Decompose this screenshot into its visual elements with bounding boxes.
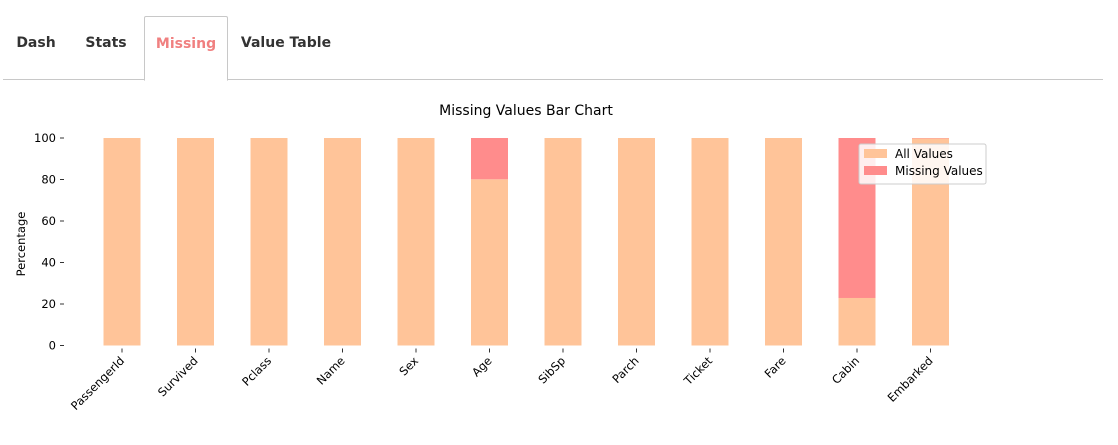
y-axis-label: Percentage [14, 212, 28, 277]
legend: All Values Missing Values [858, 143, 987, 185]
legend-label-all-values: All Values [895, 147, 953, 161]
x-tick-label: Pclass [239, 354, 274, 389]
tab-bar: Dash Stats Missing Value Table [3, 16, 1103, 81]
y-tick-label: 0 [49, 339, 56, 353]
bar-all-values [397, 138, 435, 346]
bar-all-values [765, 138, 802, 346]
y-tick-label: 20 [41, 297, 56, 311]
bar-missing-values [471, 138, 508, 180]
x-tick-label: Age [469, 354, 495, 380]
x-tick-label: PassengerId [68, 354, 127, 413]
legend-swatch-missing-values [864, 166, 887, 175]
tab-value-table[interactable]: Value Table [240, 35, 332, 51]
y-axis: 0 20 40 60 80 100 [34, 131, 64, 353]
tab-missing[interactable]: Missing [144, 16, 228, 81]
bars [103, 138, 949, 346]
tab-stats[interactable]: Stats [85, 35, 127, 51]
x-tick-label: Cabin [829, 354, 862, 387]
bar-all-values [177, 138, 214, 346]
bar-all-values [544, 138, 582, 346]
chart-title: Missing Values Bar Chart [439, 103, 613, 119]
x-tick-label: Fare [762, 354, 789, 381]
x-tick-label: Embarked [885, 354, 936, 405]
x-tick-label: Parch [609, 354, 641, 386]
y-tick-label: 80 [41, 173, 56, 187]
bar-all-values [103, 138, 141, 346]
bar-all-values [250, 138, 288, 346]
x-tick-label: Sex [396, 354, 421, 379]
bar-all-values [324, 138, 361, 346]
tab-dash[interactable]: Dash [16, 35, 56, 51]
bar-all-values [471, 179, 508, 346]
missing-values-chart: Missing Values Bar Chart Percentage 0 20 4… [14, 103, 987, 413]
legend-swatch-all-values [864, 149, 887, 158]
y-tick-label: 40 [41, 256, 56, 270]
y-tick-label: 100 [34, 131, 56, 145]
x-tick-label: Survived [155, 354, 201, 400]
bar-all-values [618, 138, 655, 346]
x-axis: PassengerId Survived Pclass Name Sex Age SibSp… [68, 348, 936, 413]
x-tick-label: Ticket [680, 353, 715, 388]
legend-label-missing-values: Missing Values [895, 164, 983, 178]
bar-all-values [838, 297, 876, 346]
x-tick-label: SibSp [535, 354, 568, 387]
x-tick-label: Name [314, 354, 348, 388]
y-tick-label: 60 [41, 214, 56, 228]
legend-box [858, 143, 987, 185]
bar-all-values [691, 138, 729, 346]
